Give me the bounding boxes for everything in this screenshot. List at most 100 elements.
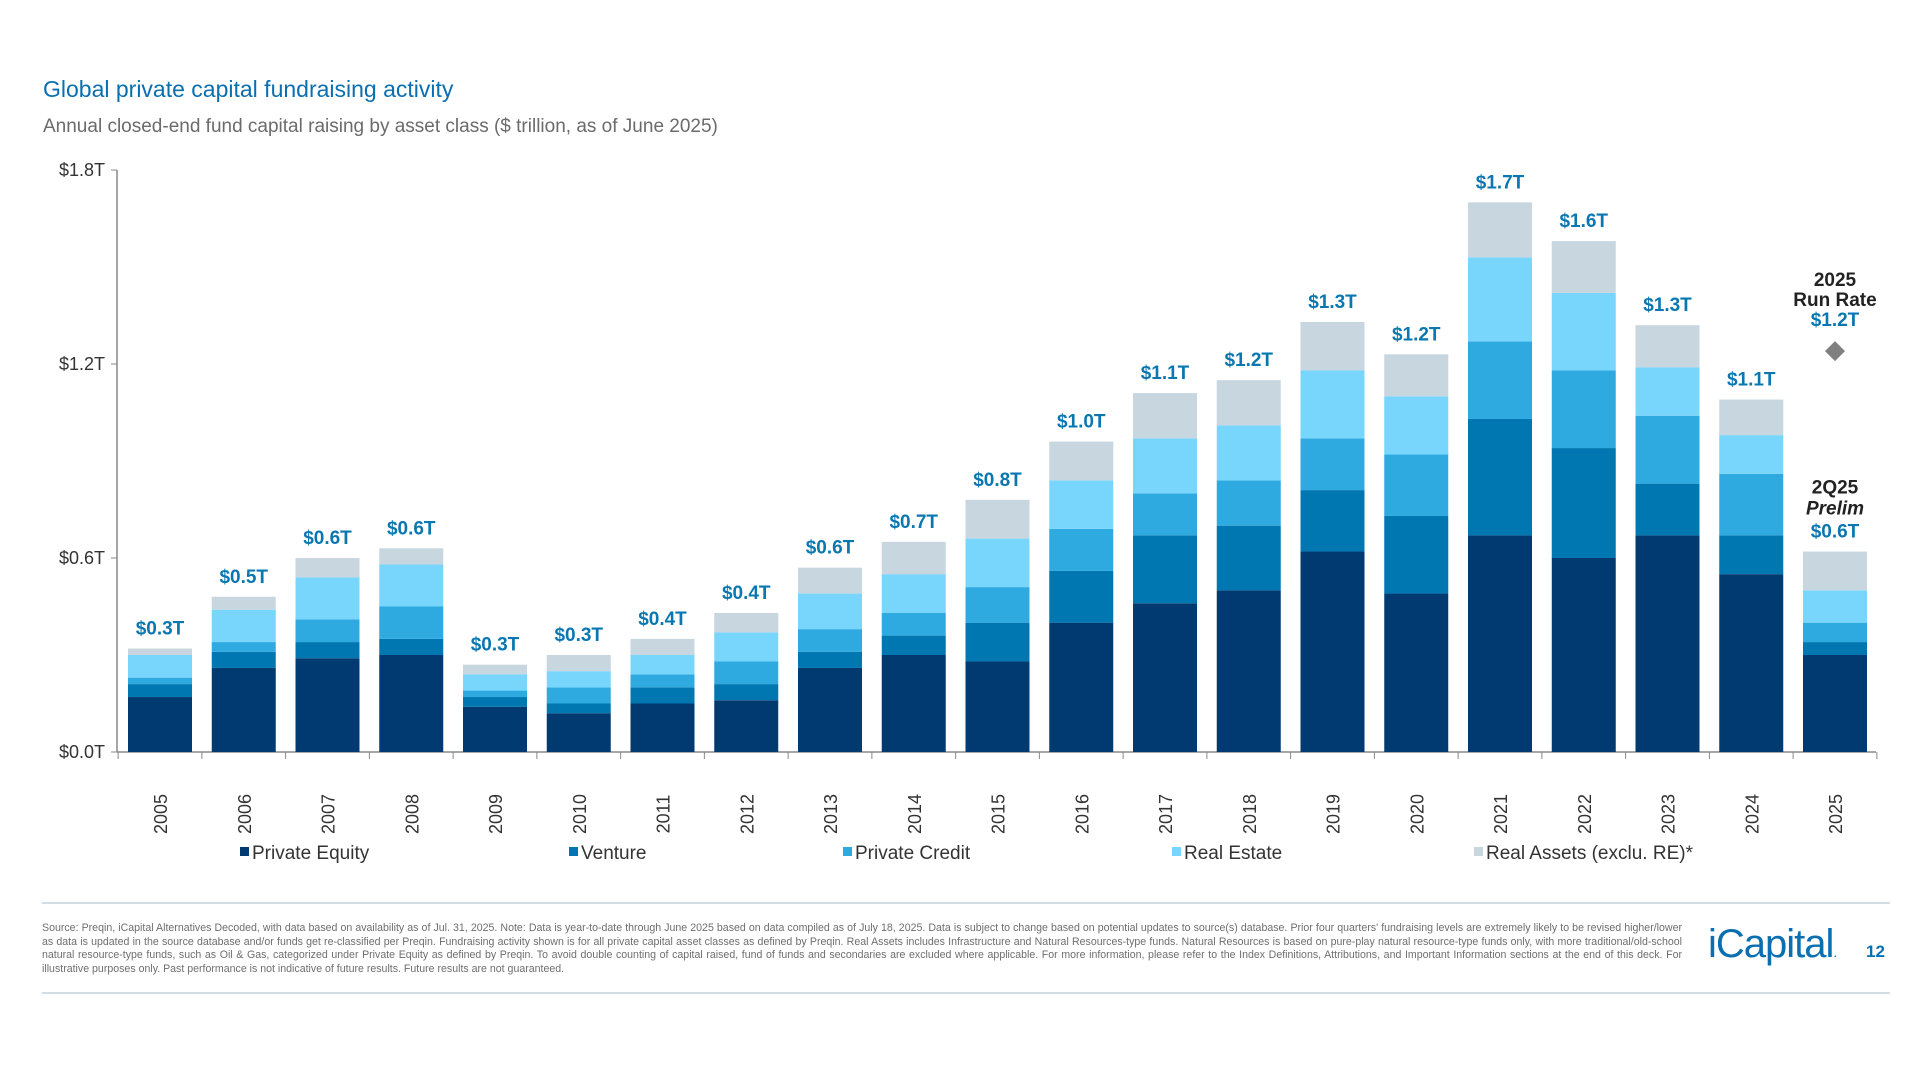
bar-segment-venture-2014 — [881, 635, 946, 655]
bar-segment-real-assets-exclu-re--2015 — [965, 499, 1030, 539]
x-tick-label: 2022 — [1575, 794, 1595, 834]
run-rate-year: 2025 — [1814, 270, 1857, 291]
bar-segment-private-equity-2014 — [881, 655, 946, 752]
bar-segment-real-estate-2024 — [1719, 435, 1784, 474]
bar-segment-real-assets-exclu-re--2017 — [1133, 393, 1197, 439]
legend-swatch-1 — [569, 847, 578, 856]
bar-segment-venture-2021 — [1468, 418, 1532, 536]
total-label: $0.6T — [387, 518, 436, 539]
bar-segment-real-estate-2020 — [1384, 396, 1449, 455]
bar-segment-real-assets-exclu-re--2011 — [630, 638, 695, 655]
total-label: $1.1T — [1727, 370, 1776, 391]
y-tick-label: $0.0T — [59, 742, 105, 762]
bar-segment-private-credit-2007 — [295, 619, 360, 643]
bar-segment-real-estate-2010 — [546, 671, 611, 688]
top-divider — [42, 902, 1890, 904]
total-label: $0.6T — [303, 528, 352, 549]
bar-segment-private-credit-2025 — [1803, 622, 1867, 643]
x-tick-label: 2017 — [1156, 794, 1176, 834]
bar-segment-private-equity-2020 — [1384, 593, 1449, 752]
total-label: $0.4T — [722, 583, 771, 604]
bar-segment-real-estate-2018 — [1216, 425, 1281, 481]
bar-segment-venture-2008 — [379, 638, 444, 655]
x-tick-label: 2008 — [402, 794, 422, 834]
bar-segment-venture-2009 — [463, 697, 527, 707]
bar-segment-private-credit-2011 — [630, 674, 695, 688]
bar-segment-private-equity-2017 — [1133, 603, 1197, 752]
total-label: $0.3T — [471, 635, 520, 656]
bar-segment-private-credit-2018 — [1216, 480, 1281, 526]
x-tick-label: 2006 — [235, 794, 255, 834]
bar-segment-venture-2016 — [1049, 570, 1114, 623]
legend-item-label: Private Credit — [855, 843, 971, 864]
total-label: $1.3T — [1308, 292, 1357, 313]
chart-title: Global private capital fundraising activ… — [43, 76, 454, 102]
legend-item-label: Private Equity — [252, 843, 370, 864]
y-tick-label: $1.2T — [59, 354, 105, 374]
bar-segment-real-assets-exclu-re--2009 — [463, 664, 527, 675]
bar-segment-real-assets-exclu-re--2005 — [128, 648, 192, 655]
bar-segment-private-credit-2012 — [714, 661, 779, 685]
bar-segment-venture-2018 — [1216, 525, 1281, 591]
bar-segment-real-estate-2017 — [1133, 438, 1197, 494]
y-tick-label: $0.6T — [59, 548, 105, 568]
legend-item-label: Real Estate — [1184, 843, 1282, 864]
bar-segment-private-equity-2009 — [463, 706, 527, 752]
bar-segment-real-assets-exclu-re--2023 — [1635, 325, 1700, 368]
x-tick-label: 2015 — [989, 794, 1009, 834]
bar-segment-real-estate-2022 — [1551, 292, 1616, 371]
bar-segment-real-assets-exclu-re--2021 — [1468, 202, 1532, 258]
bar-segment-private-equity-2019 — [1300, 551, 1365, 752]
total-label: $1.2T — [1224, 350, 1273, 371]
x-tick-label: 2023 — [1659, 794, 1679, 834]
bar-segment-real-estate-2007 — [295, 577, 360, 620]
total-label: $0.7T — [889, 512, 938, 533]
bar-segment-venture-2011 — [630, 687, 695, 704]
x-tick-label: 2014 — [905, 794, 925, 834]
x-tick-label: 2012 — [737, 794, 757, 834]
x-tick-label: 2013 — [821, 794, 841, 834]
x-tick-label: 2007 — [319, 794, 339, 834]
bar-segment-real-estate-2016 — [1049, 480, 1114, 529]
bar-segment-real-estate-2019 — [1300, 370, 1365, 439]
bar-segment-real-assets-exclu-re--2010 — [546, 655, 611, 672]
bar-segment-private-credit-2005 — [128, 677, 192, 685]
bar-segment-venture-2024 — [1719, 535, 1784, 575]
total-label: $0.4T — [638, 609, 687, 630]
bar-segment-real-estate-2023 — [1635, 367, 1700, 416]
bar-segment-private-credit-2016 — [1049, 528, 1114, 571]
bar-segment-real-estate-2015 — [965, 538, 1030, 588]
bar-segment-private-equity-2018 — [1216, 590, 1281, 752]
bar-segment-private-equity-2024 — [1719, 574, 1784, 752]
total-label: $0.8T — [973, 470, 1022, 491]
total-label: $1.1T — [1141, 363, 1190, 384]
bar-segment-real-estate-2009 — [463, 674, 527, 691]
bar-segment-real-estate-2006 — [211, 609, 276, 643]
chart-subtitle: Annual closed-end fund capital raising b… — [43, 116, 718, 137]
x-tick-label: 2021 — [1491, 794, 1511, 834]
legend-swatch-4 — [1474, 847, 1483, 856]
bar-segment-venture-2007 — [295, 642, 360, 659]
bar-segment-venture-2015 — [965, 622, 1030, 662]
total-label: $1.7T — [1476, 172, 1525, 193]
bar-segment-private-credit-2006 — [211, 642, 276, 652]
bar-segment-venture-2022 — [1551, 448, 1616, 558]
icapital-logo: iCapital. — [1708, 922, 1837, 966]
bar-segment-private-credit-2010 — [546, 687, 611, 704]
bar-segment-real-assets-exclu-re--2018 — [1216, 380, 1281, 426]
bar-segment-private-equity-2007 — [295, 658, 360, 752]
bar-segment-private-equity-2025 — [1803, 655, 1867, 752]
legend-swatch-3 — [1172, 847, 1181, 856]
prelim-label: Prelim — [1806, 499, 1864, 520]
bar-segment-real-estate-2025 — [1803, 590, 1867, 623]
total-label: $0.5T — [219, 567, 268, 588]
bar-segment-real-assets-exclu-re--2006 — [211, 596, 276, 610]
x-tick-label: 2016 — [1072, 794, 1092, 834]
legend-item-label: Real Assets (exclu. RE)* — [1486, 843, 1694, 864]
bar-segment-private-equity-2015 — [965, 661, 1030, 752]
x-tick-label: 2010 — [570, 794, 590, 834]
total-label: $1.0T — [1057, 412, 1106, 433]
total-label: $1.3T — [1643, 295, 1692, 316]
bar-segment-venture-2017 — [1133, 535, 1197, 604]
legend-item-label: Venture — [581, 843, 647, 864]
